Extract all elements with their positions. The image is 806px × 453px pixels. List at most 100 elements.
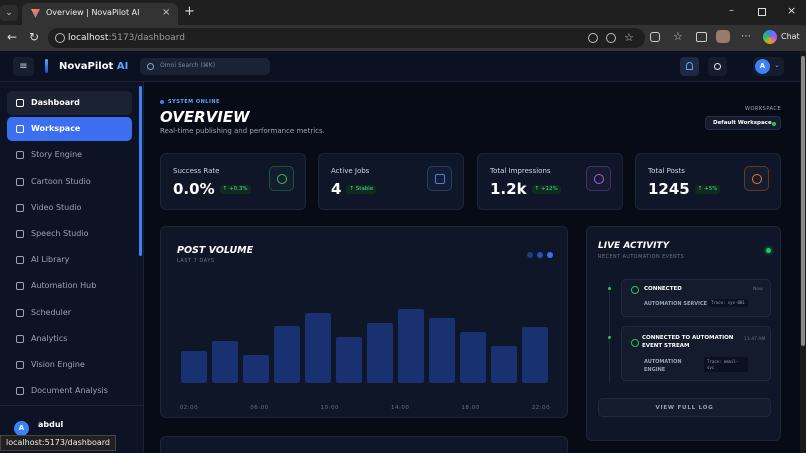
close-window[interactable]: × <box>787 4 797 17</box>
tab-close[interactable]: × <box>162 7 171 18</box>
nav-label: Cartoon Studio <box>31 176 91 186</box>
nav-item[interactable]: Cartoon Studio <box>7 170 132 194</box>
restore[interactable] <box>758 8 766 16</box>
chat-label[interactable]: Chat <box>781 32 800 41</box>
stat-value: 4 <box>331 180 342 198</box>
event-card: CONNECTED TO AUTOMATION EVENT STREAM 11:… <box>621 326 771 381</box>
nav-label: Vision Engine <box>31 360 85 369</box>
profile-icon[interactable] <box>716 30 730 43</box>
view-log-button[interactable]: VIEW FULL LOG <box>598 398 771 417</box>
tab-menu-button[interactable]: ⌄ <box>0 5 18 21</box>
x-label: 02:00 <box>180 405 198 411</box>
bar <box>274 326 300 383</box>
stat-icon <box>586 166 611 191</box>
tab-favicon <box>31 9 40 18</box>
stat-icon-glyph <box>752 174 762 184</box>
event-time: 11:47 AM <box>744 337 766 342</box>
stat-value: 1245 <box>648 180 690 198</box>
event-check <box>631 286 639 294</box>
stat-icon <box>427 166 452 191</box>
bar <box>522 327 548 383</box>
stat-label: Active Jobs <box>331 167 370 175</box>
event-time: Now <box>753 287 763 292</box>
stat-icon-glyph <box>435 174 445 184</box>
sun-icon <box>714 63 721 70</box>
nav-item[interactable]: Story Engine <box>7 143 132 167</box>
bar <box>367 323 393 383</box>
address-bar[interactable]: localhost:5173/dashboard ☆ <box>48 28 645 48</box>
stat-row: 0.0% ↑ +0.3% <box>173 182 251 197</box>
sidebar-scrollbar <box>139 86 142 256</box>
extensions-icon[interactable] <box>650 32 660 42</box>
nav-item[interactable]: Dashboard <box>7 91 132 115</box>
nav-item[interactable]: AI Library <box>7 248 132 272</box>
stat-value: 1.2k <box>490 180 527 198</box>
nav-icon <box>16 203 24 212</box>
nav-item[interactable]: Video Studio <box>7 196 132 220</box>
workspace-dot <box>772 122 776 126</box>
zoom-icon <box>588 33 598 43</box>
nav-icon <box>16 177 24 186</box>
copilot-icon[interactable] <box>763 30 777 44</box>
nav-label: Automation Hub <box>31 281 97 291</box>
activity-subtitle: RECENT AUTOMATION EVENTS <box>598 254 685 260</box>
stat-icon-glyph <box>277 174 287 184</box>
stat-row: 4 ↑ Stable <box>331 180 377 198</box>
status: SYSTEM ONLINE <box>168 99 220 105</box>
nav-label: Dashboard <box>31 98 80 107</box>
active-tab[interactable]: Overview | NovaPilot AI × <box>22 3 178 25</box>
url-host: localhost <box>68 33 109 43</box>
nav-label: Analytics <box>31 333 68 343</box>
stat-card: Active Jobs 4 ↑ Stable <box>318 153 464 210</box>
chart-subtitle: LAST 7 DAYS <box>177 258 215 264</box>
x-label: 14:00 <box>391 405 409 411</box>
app-topbar <box>0 51 800 82</box>
nav-label: Story Engine <box>31 150 83 160</box>
workspace-label: WORKSPACE <box>745 106 781 112</box>
favorites-icon[interactable]: ☆ <box>673 30 683 43</box>
reload-button[interactable]: ↻ <box>29 30 40 44</box>
theme-button[interactable] <box>708 57 727 76</box>
nav-item[interactable]: Speech Studio <box>7 222 132 246</box>
nav-item[interactable]: Automation Hub <box>7 274 132 298</box>
stat-card: Total Impressions 1.2k ↑ +12% <box>477 153 623 210</box>
live-dot <box>766 248 771 253</box>
more-button[interactable]: ⋯ <box>741 31 751 42</box>
event-source: AUTOMATION ENGINE <box>644 359 682 373</box>
minimize[interactable]: – <box>729 5 734 16</box>
tab-title: Overview | NovaPilot AI <box>46 8 140 17</box>
event-trace: Trace: email-svc <box>704 357 748 373</box>
search-placeholder: Omni Search (⌘K) <box>160 62 216 69</box>
nav-item[interactable]: Document Analysis <box>7 379 132 403</box>
stat-row: 1245 ↑ +5% <box>648 180 721 198</box>
collections-icon[interactable] <box>696 32 707 42</box>
search-icon <box>147 63 154 70</box>
stat-change: ↑ +5% <box>694 184 721 195</box>
bar <box>398 309 424 383</box>
event-card: CONNECTED Now AUTOMATION SERVICE Trace: … <box>621 279 771 317</box>
sidebar <box>0 82 144 453</box>
timeline <box>609 283 610 383</box>
page-title: OVERVIEW <box>160 108 250 126</box>
nav-item[interactable]: Scheduler <box>7 301 132 325</box>
url-path: :5173/dashboard <box>108 33 185 43</box>
bar <box>460 332 486 383</box>
notifications-button[interactable] <box>680 57 699 76</box>
search-box[interactable]: Omni Search (⌘K) <box>140 58 270 75</box>
status-dot <box>160 100 164 104</box>
workspace-select[interactable]: Default Workspace <box>705 116 781 130</box>
favorite-icon[interactable]: ☆ <box>624 31 634 44</box>
x-label: 18:00 <box>461 405 479 411</box>
new-tab[interactable]: + <box>184 4 195 19</box>
nav-item[interactable]: Vision Engine <box>7 353 132 377</box>
bar <box>212 341 238 383</box>
event-source: AUTOMATION SERVICE <box>644 301 708 307</box>
profile-menu[interactable]: A ⌄ <box>753 57 784 76</box>
menu-button[interactable]: ≡ <box>13 57 34 76</box>
nav-item[interactable]: Workspace <box>7 117 132 142</box>
stat-label: Success Rate <box>173 167 220 175</box>
nav-item[interactable]: Analytics <box>7 327 132 351</box>
back-button[interactable]: ← <box>7 30 18 44</box>
brand-name: NovaPilot <box>59 61 114 72</box>
